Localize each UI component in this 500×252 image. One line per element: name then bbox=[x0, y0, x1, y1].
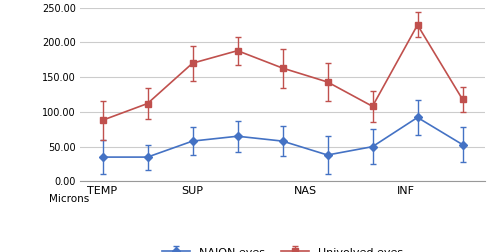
Text: Microns: Microns bbox=[48, 194, 89, 204]
Legend: NAION eyes, Univolved eyes: NAION eyes, Univolved eyes bbox=[158, 243, 408, 252]
